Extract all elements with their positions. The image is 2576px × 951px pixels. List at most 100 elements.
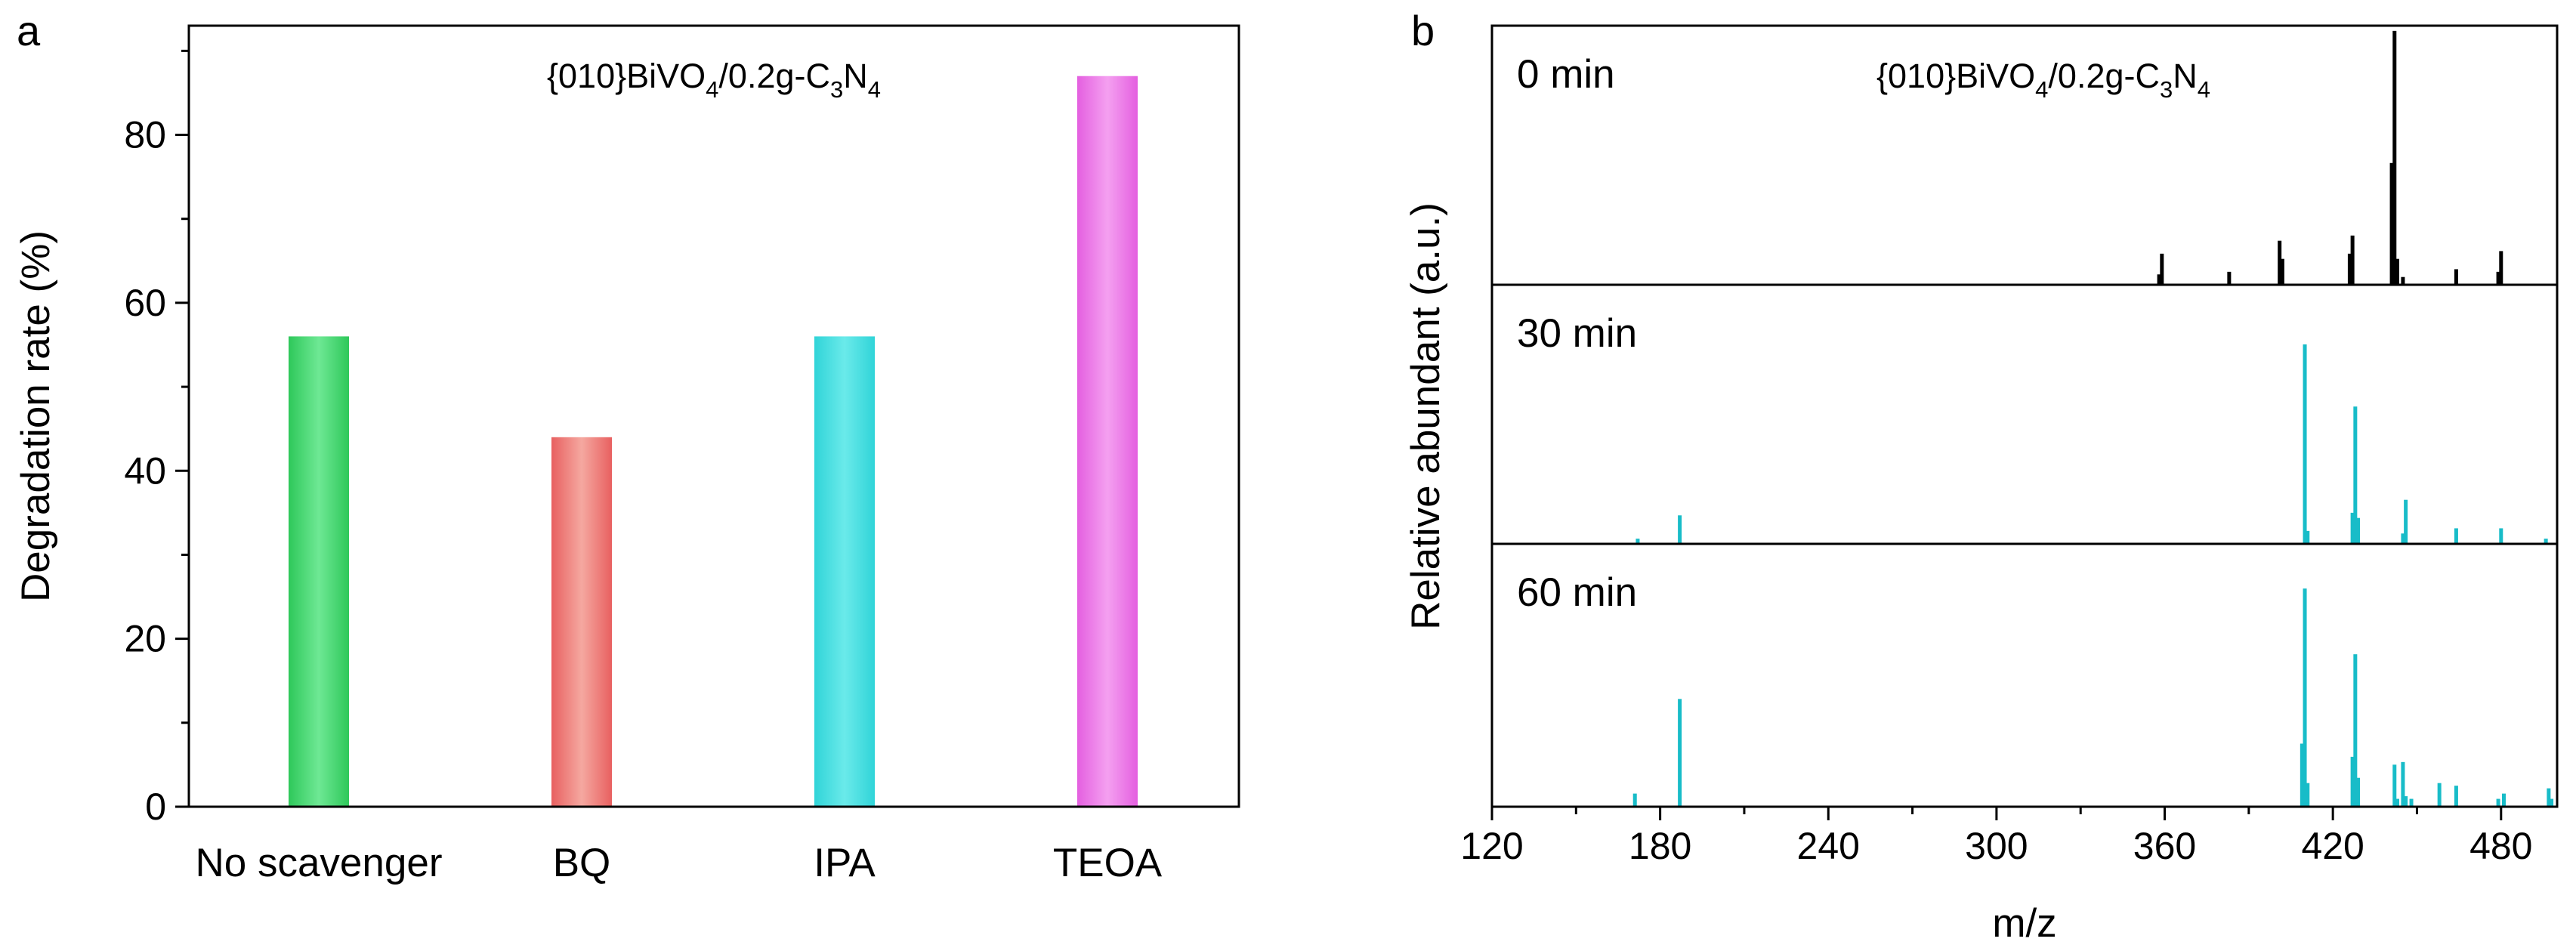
panel-b-plot-frame (1490, 24, 2559, 808)
spectrum-30-min (1635, 344, 2548, 544)
peak (2350, 235, 2355, 285)
peak (1632, 793, 1637, 807)
x-tick-label: 120 (1460, 825, 1523, 867)
panel-a-label: a (17, 7, 41, 54)
peak (2356, 517, 2361, 544)
peak (2303, 344, 2307, 544)
panel-a-bars (289, 76, 1138, 807)
panel-b-series-labels: 0 min 30 min 60 min (1517, 52, 1637, 615)
peak (2499, 251, 2503, 285)
x-tick-label: 480 (2469, 825, 2532, 867)
peak (2454, 528, 2458, 544)
peak (2347, 253, 2352, 285)
title-text-part: /0.2g-C (718, 57, 830, 95)
title-subscript: 3 (2160, 76, 2173, 103)
peak (2227, 271, 2232, 285)
bar-teoa (1077, 76, 1138, 807)
x-tick-label: 420 (2301, 825, 2364, 867)
peak (2550, 798, 2554, 807)
peak (2404, 499, 2408, 544)
spectrum-0-min (2157, 30, 2503, 286)
title-text-part: N (2173, 57, 2198, 95)
peak (2392, 30, 2397, 286)
x-tick-label: 240 (1797, 825, 1860, 867)
panel-a-plot-frame (187, 24, 1240, 808)
bar-no-scavenger (289, 336, 349, 807)
peak (2409, 798, 2414, 807)
peak (2544, 539, 2548, 544)
x-tick-label: 180 (1629, 825, 1691, 867)
peak (2300, 743, 2304, 807)
title-text-part: {010}BiVO (547, 57, 706, 95)
peak (2353, 654, 2358, 807)
title-subscript: 3 (830, 76, 843, 103)
y-tick-label: 40 (124, 449, 166, 492)
panel-b-title: {010}BiVO4/0.2g-C3N4 (1876, 57, 2210, 103)
peak (2547, 788, 2551, 807)
peak (2496, 798, 2500, 807)
panel-a-title: {010}BiVO4/0.2g-C3N4 (547, 57, 881, 103)
peak (2395, 258, 2399, 285)
peak (2157, 274, 2161, 285)
peak (1678, 699, 1682, 807)
panel-b-x-ticks: 120 180 240 300 360 420 480 (1460, 807, 2533, 867)
spectrum-60-min (1632, 588, 2554, 807)
panel-a-bar-chart: a 0 20 40 60 80 No scavenger BQ IPA TEOA {010}B… (14, 7, 1240, 885)
x-tick-label: No scavenger (195, 841, 442, 885)
peak (2502, 793, 2506, 807)
x-tick-label: TEOA (1053, 841, 1163, 885)
peak (2401, 533, 2405, 544)
peak (2306, 783, 2310, 807)
peak (2356, 777, 2361, 807)
title-subscript: 4 (868, 76, 881, 103)
peak (2160, 253, 2164, 285)
peak (1635, 539, 1640, 544)
panel-a-y-axis-label: Degradation rate (%) (14, 230, 58, 602)
peak (2353, 406, 2358, 544)
peak (2389, 162, 2394, 285)
panel-b-label: b (1411, 7, 1435, 54)
x-tick-label: 360 (2133, 825, 2196, 867)
title-subscript: 4 (2198, 76, 2210, 103)
y-tick-label: 0 (145, 786, 166, 828)
title-subscript: 4 (2035, 76, 2048, 103)
peak (2454, 786, 2458, 807)
y-tick-label: 60 (124, 282, 166, 324)
panel-b-peaks (1632, 30, 2554, 807)
bar-bq (551, 437, 612, 807)
series-label: 60 min (1517, 570, 1637, 615)
title-text-part: {010}BiVO (1876, 57, 2035, 95)
peak (2278, 240, 2282, 285)
peak (2280, 258, 2284, 285)
panel-b-y-axis-label: Relative abundant (a.u.) (1404, 202, 1448, 630)
x-tick-label: IPA (814, 841, 876, 885)
peak (2392, 764, 2397, 807)
peak (2401, 761, 2405, 807)
x-tick-label: BQ (553, 841, 611, 885)
peak (2499, 528, 2503, 544)
series-label: 0 min (1517, 52, 1615, 97)
panel-a-x-tick-labels: No scavenger BQ IPA TEOA (195, 841, 1162, 885)
peak (2401, 276, 2405, 285)
bar-ipa (814, 336, 875, 807)
title-subscript: 4 (706, 76, 718, 103)
y-tick-label: 80 (124, 114, 166, 156)
title-text-part: /0.2g-C (2048, 57, 2160, 95)
title-text-part: N (843, 57, 868, 95)
peak (2395, 798, 2399, 807)
peak (1678, 515, 1682, 544)
peak (2496, 271, 2500, 285)
peak (2454, 269, 2458, 285)
peak (2303, 588, 2307, 807)
panel-a-y-ticks: 0 20 40 60 80 (124, 49, 189, 828)
y-tick-label: 20 (124, 618, 166, 660)
x-tick-label: 300 (1965, 825, 2028, 867)
peak (2306, 530, 2310, 544)
peak (2350, 512, 2355, 544)
peak (2437, 783, 2442, 807)
peak (2350, 756, 2355, 807)
panel-b-x-axis-label: m/z (1992, 901, 2056, 946)
series-label: 30 min (1517, 311, 1637, 356)
panel-b-mass-spectra: b 120 180 240 300 360 420 480 0 min 30 min 60 mi… (1404, 7, 2559, 946)
